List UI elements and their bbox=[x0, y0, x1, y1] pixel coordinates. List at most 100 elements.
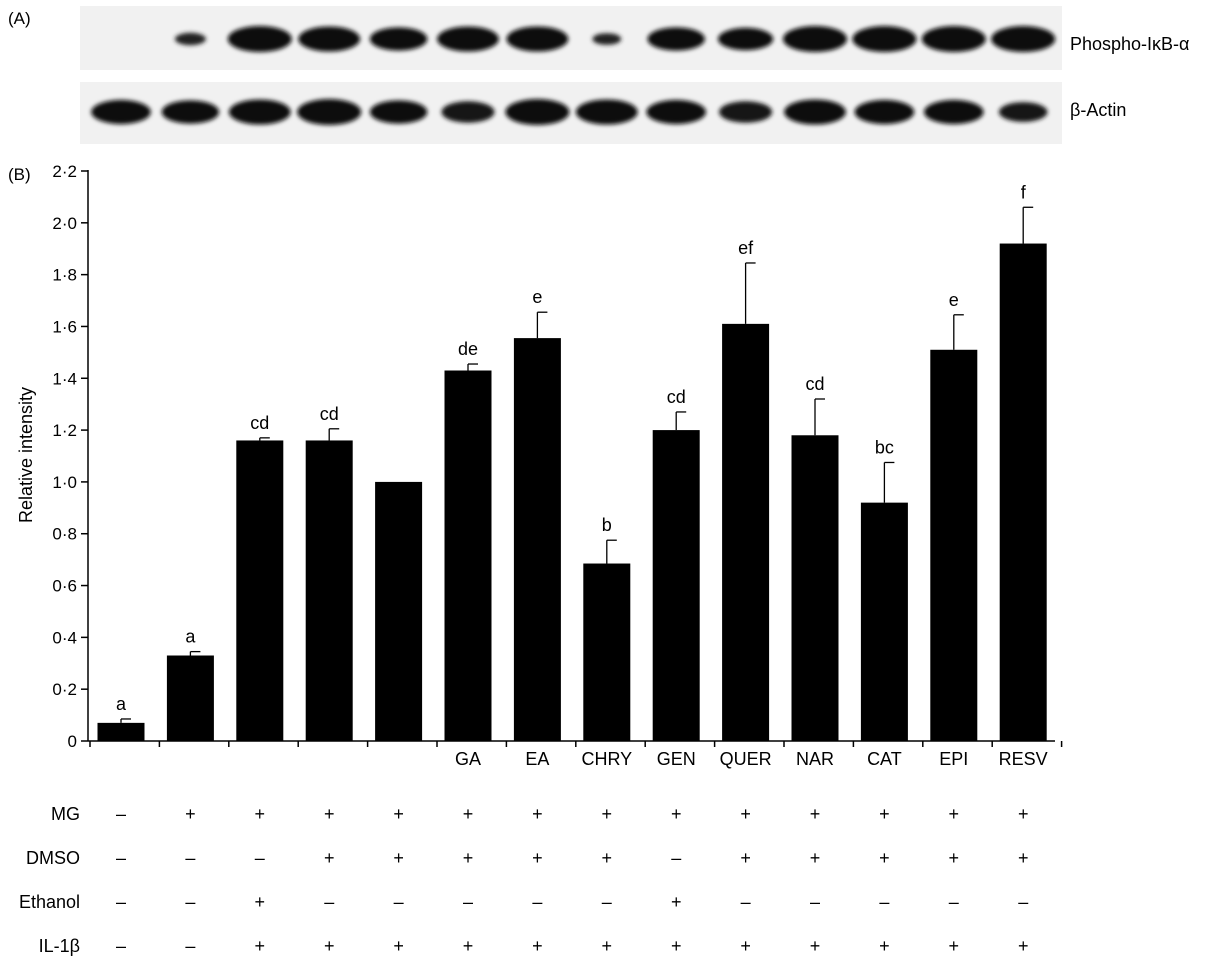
category-label: EA bbox=[525, 749, 549, 769]
blot-band bbox=[999, 102, 1048, 122]
treatment-sign: – bbox=[185, 848, 195, 868]
y-tick-label: 1·6 bbox=[52, 317, 77, 336]
treatment-sign: + bbox=[393, 804, 404, 824]
y-tick-label: 2·2 bbox=[52, 162, 77, 181]
y-tick-label: 0·2 bbox=[52, 680, 77, 699]
treatment-sign: – bbox=[671, 848, 681, 868]
treatment-row-label: MG bbox=[51, 804, 80, 824]
significance-label: cd bbox=[667, 387, 686, 407]
bar bbox=[722, 324, 769, 741]
treatment-sign: + bbox=[740, 848, 751, 868]
significance-label: de bbox=[458, 339, 478, 359]
treatment-sign: + bbox=[1018, 848, 1029, 868]
treatment-sign: + bbox=[949, 936, 960, 956]
blot-band bbox=[852, 26, 916, 52]
treatment-sign: + bbox=[324, 936, 335, 956]
bar bbox=[583, 564, 630, 741]
treatment-sign: + bbox=[255, 892, 266, 912]
treatment-row-label: DMSO bbox=[26, 848, 80, 868]
treatment-sign: + bbox=[393, 936, 404, 956]
blot-band bbox=[718, 28, 773, 50]
bar bbox=[930, 350, 977, 741]
significance-label: e bbox=[532, 287, 542, 307]
y-tick-label: 1·4 bbox=[52, 369, 77, 388]
treatment-sign: – bbox=[324, 892, 334, 912]
treatment-row-label: IL-1β bbox=[39, 936, 80, 956]
blot-band bbox=[783, 26, 847, 52]
treatment-sign: + bbox=[463, 936, 474, 956]
treatment-sign: + bbox=[255, 804, 266, 824]
treatment-sign: + bbox=[671, 936, 682, 956]
y-tick-label: 0·8 bbox=[52, 525, 77, 544]
blot-label-actin: β-Actin bbox=[1070, 100, 1126, 120]
treatment-sign: – bbox=[185, 936, 195, 956]
significance-label: a bbox=[185, 627, 196, 647]
blot-label-phospho: Phospho-IκB-α bbox=[1070, 34, 1189, 54]
treatment-sign: + bbox=[324, 804, 335, 824]
significance-label: cd bbox=[250, 413, 269, 433]
blot-band bbox=[784, 99, 846, 124]
treatment-sign: + bbox=[1018, 804, 1029, 824]
blot-band bbox=[228, 26, 292, 52]
blot-band bbox=[505, 99, 569, 125]
category-labels: GA EA CHRY GEN QUER NAR CAT EPI RESV bbox=[455, 749, 1048, 769]
category-label: CAT bbox=[867, 749, 902, 769]
blot-band bbox=[646, 100, 706, 124]
blot-band bbox=[648, 27, 705, 50]
treatment-sign: + bbox=[532, 804, 543, 824]
treatment-sign: – bbox=[741, 892, 751, 912]
treatment-sign: – bbox=[116, 936, 126, 956]
category-label: QUER bbox=[720, 749, 772, 769]
blot-band bbox=[298, 26, 360, 51]
blot-phospho-ikb bbox=[80, 6, 1062, 70]
treatment-sign: + bbox=[671, 804, 682, 824]
treatment-sign: + bbox=[602, 848, 613, 868]
y-tick-label: 0 bbox=[68, 732, 77, 751]
treatment-sign: – bbox=[1018, 892, 1028, 912]
treatment-sign: + bbox=[810, 848, 821, 868]
x-ticks bbox=[90, 741, 1062, 747]
blot-band bbox=[855, 100, 915, 124]
y-tick-label: 1·8 bbox=[52, 266, 77, 285]
bars bbox=[98, 244, 1047, 741]
y-tick-label: 2·0 bbox=[52, 214, 77, 233]
blot-band bbox=[437, 26, 499, 51]
treatment-sign: + bbox=[810, 936, 821, 956]
treatment-sign: + bbox=[671, 892, 682, 912]
category-label: NAR bbox=[796, 749, 834, 769]
treatment-table: MG – + + + + + + + + + + + + + DMSO – – – + + + + + – + + + + + Ethano… bbox=[19, 804, 1029, 956]
bar bbox=[445, 371, 492, 742]
treatment-sign: – bbox=[116, 804, 126, 824]
blot-band bbox=[370, 100, 427, 123]
panel-a-label: (A) bbox=[8, 9, 31, 28]
blot-band bbox=[229, 99, 291, 124]
blot-band bbox=[719, 101, 772, 123]
bar bbox=[1000, 244, 1047, 741]
treatment-sign: + bbox=[949, 848, 960, 868]
bar bbox=[236, 440, 283, 741]
treatment-sign: + bbox=[879, 936, 890, 956]
blot-band bbox=[175, 33, 206, 46]
category-label: GA bbox=[455, 749, 481, 769]
bar bbox=[306, 440, 353, 741]
y-tick-label: 0·4 bbox=[52, 628, 77, 647]
bar bbox=[653, 430, 700, 741]
significance-label: ef bbox=[738, 238, 754, 258]
significance-label: a bbox=[116, 694, 127, 714]
y-tick-label: 1·2 bbox=[52, 421, 77, 440]
bar bbox=[792, 435, 839, 741]
blot-band bbox=[924, 100, 984, 124]
bar bbox=[861, 503, 908, 741]
treatment-sign: – bbox=[116, 848, 126, 868]
treatment-row-label: Ethanol bbox=[19, 892, 80, 912]
blot-band bbox=[507, 26, 569, 51]
treatment-sign: + bbox=[740, 936, 751, 956]
category-label: CHRY bbox=[581, 749, 632, 769]
treatment-sign: + bbox=[740, 804, 751, 824]
category-label: GEN bbox=[657, 749, 696, 769]
treatment-sign: + bbox=[879, 848, 890, 868]
blot-band bbox=[592, 33, 621, 45]
treatment-sign: – bbox=[185, 892, 195, 912]
category-label: RESV bbox=[999, 749, 1048, 769]
